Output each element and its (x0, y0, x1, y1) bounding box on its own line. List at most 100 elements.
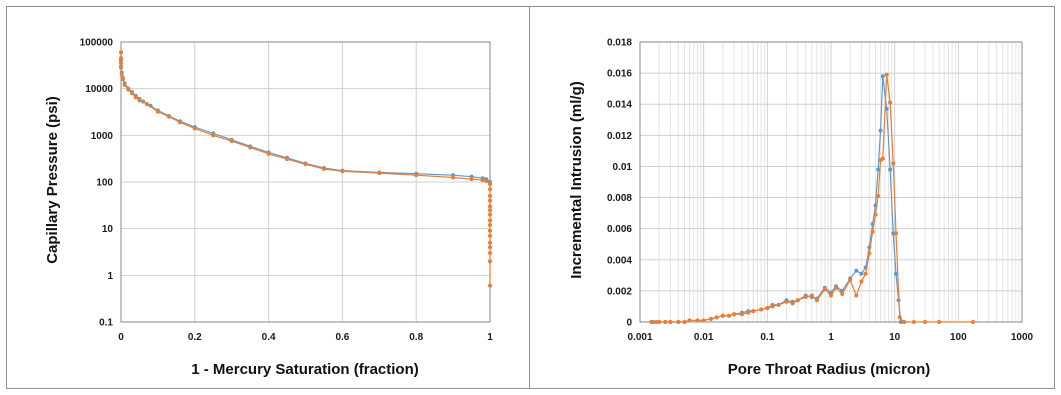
data-point (770, 304, 775, 309)
y-tick-label: 0 (626, 318, 632, 329)
data-point (484, 179, 489, 184)
data-point (848, 278, 853, 282)
x-tick-label: 1 (487, 332, 493, 343)
data-point (809, 293, 814, 298)
x-tick-label: 100 (950, 332, 967, 343)
data-point (126, 87, 131, 92)
data-point (488, 228, 492, 233)
data-point (192, 126, 197, 131)
data-point (751, 309, 756, 314)
data-point (876, 194, 881, 198)
data-point (829, 293, 833, 298)
y-tick-label: 0.01 (613, 162, 633, 173)
data-point (888, 167, 893, 172)
x-axis-label: Pore Throat Radius (micron) (728, 361, 931, 378)
y-tick-label: 0.016 (607, 69, 632, 80)
data-point (488, 212, 492, 217)
data-point (211, 133, 216, 138)
data-point (488, 187, 492, 192)
data-point (714, 315, 719, 320)
data-point (488, 233, 492, 238)
data-point (888, 100, 893, 105)
data-point (822, 287, 827, 292)
data-point (488, 208, 492, 213)
data-point (870, 229, 875, 234)
data-point (759, 307, 764, 312)
data-point (144, 101, 149, 106)
data-point (854, 268, 859, 273)
y-tick-label: 0.002 (607, 286, 632, 297)
data-point (880, 156, 885, 161)
data-point (854, 293, 859, 298)
data-point (377, 171, 382, 176)
data-point (971, 320, 976, 324)
data-point (488, 240, 492, 245)
y-tick-label: 0.008 (607, 193, 632, 204)
y-tick-label: 0.018 (607, 38, 632, 49)
x-tick-label: 0.001 (627, 332, 652, 343)
data-point (840, 292, 845, 296)
data-point (923, 320, 928, 324)
data-point (746, 310, 751, 315)
data-point (119, 50, 123, 55)
y-tick-label: 0.004 (607, 255, 632, 266)
data-point (687, 318, 692, 323)
x-tick-label: 0.2 (188, 332, 202, 343)
y-tick-label: 100000 (80, 38, 114, 49)
data-point (122, 82, 127, 87)
x-tick-label: 0 (118, 332, 124, 343)
data-point (884, 72, 889, 77)
data-point (901, 320, 906, 324)
data-point (776, 302, 781, 307)
data-point (469, 177, 474, 182)
data-point (720, 313, 725, 318)
data-point (480, 178, 485, 183)
plot-area-border (639, 41, 1023, 323)
data-point (863, 271, 868, 276)
figure-frame (6, 6, 1055, 389)
data-point (488, 222, 492, 227)
data-point (451, 175, 456, 180)
series-line-0 (652, 76, 904, 323)
data-point (178, 120, 183, 125)
y-tick-label: 1000 (91, 131, 114, 142)
data-point (878, 128, 883, 133)
data-point (119, 72, 124, 77)
data-point (120, 77, 125, 82)
data-point (701, 318, 706, 323)
data-point (891, 161, 896, 166)
data-point (803, 295, 808, 300)
data-point (321, 166, 326, 171)
data-point (649, 320, 654, 324)
data-point (897, 315, 902, 320)
y-tick-label: 0.014 (607, 100, 632, 111)
data-point (765, 306, 770, 310)
y-tick-label: 10000 (85, 84, 113, 95)
data-point (668, 320, 673, 324)
data-point (739, 312, 744, 317)
data-point (911, 320, 916, 324)
data-point (414, 173, 419, 178)
data-point (676, 320, 681, 324)
data-point (155, 109, 160, 114)
data-point (873, 212, 878, 217)
data-point (937, 320, 942, 324)
data-point (488, 283, 492, 288)
x-tick-label: 1000 (1011, 332, 1034, 343)
data-point (340, 169, 345, 174)
data-point (657, 320, 662, 324)
x-tick-label: 0.8 (409, 332, 423, 343)
y-tick-label: 10 (102, 224, 114, 235)
data-point (488, 218, 492, 223)
x-tick-label: 0.4 (262, 332, 276, 343)
data-point (867, 251, 872, 256)
data-point (248, 145, 253, 150)
y-axis-label: Incremental Intrusion (ml/g) (568, 81, 585, 279)
data-point (732, 312, 737, 317)
data-point (898, 320, 903, 324)
y-tick-label: 100 (96, 178, 113, 189)
data-point (488, 245, 492, 250)
x-tick-label: 0.6 (335, 332, 349, 343)
